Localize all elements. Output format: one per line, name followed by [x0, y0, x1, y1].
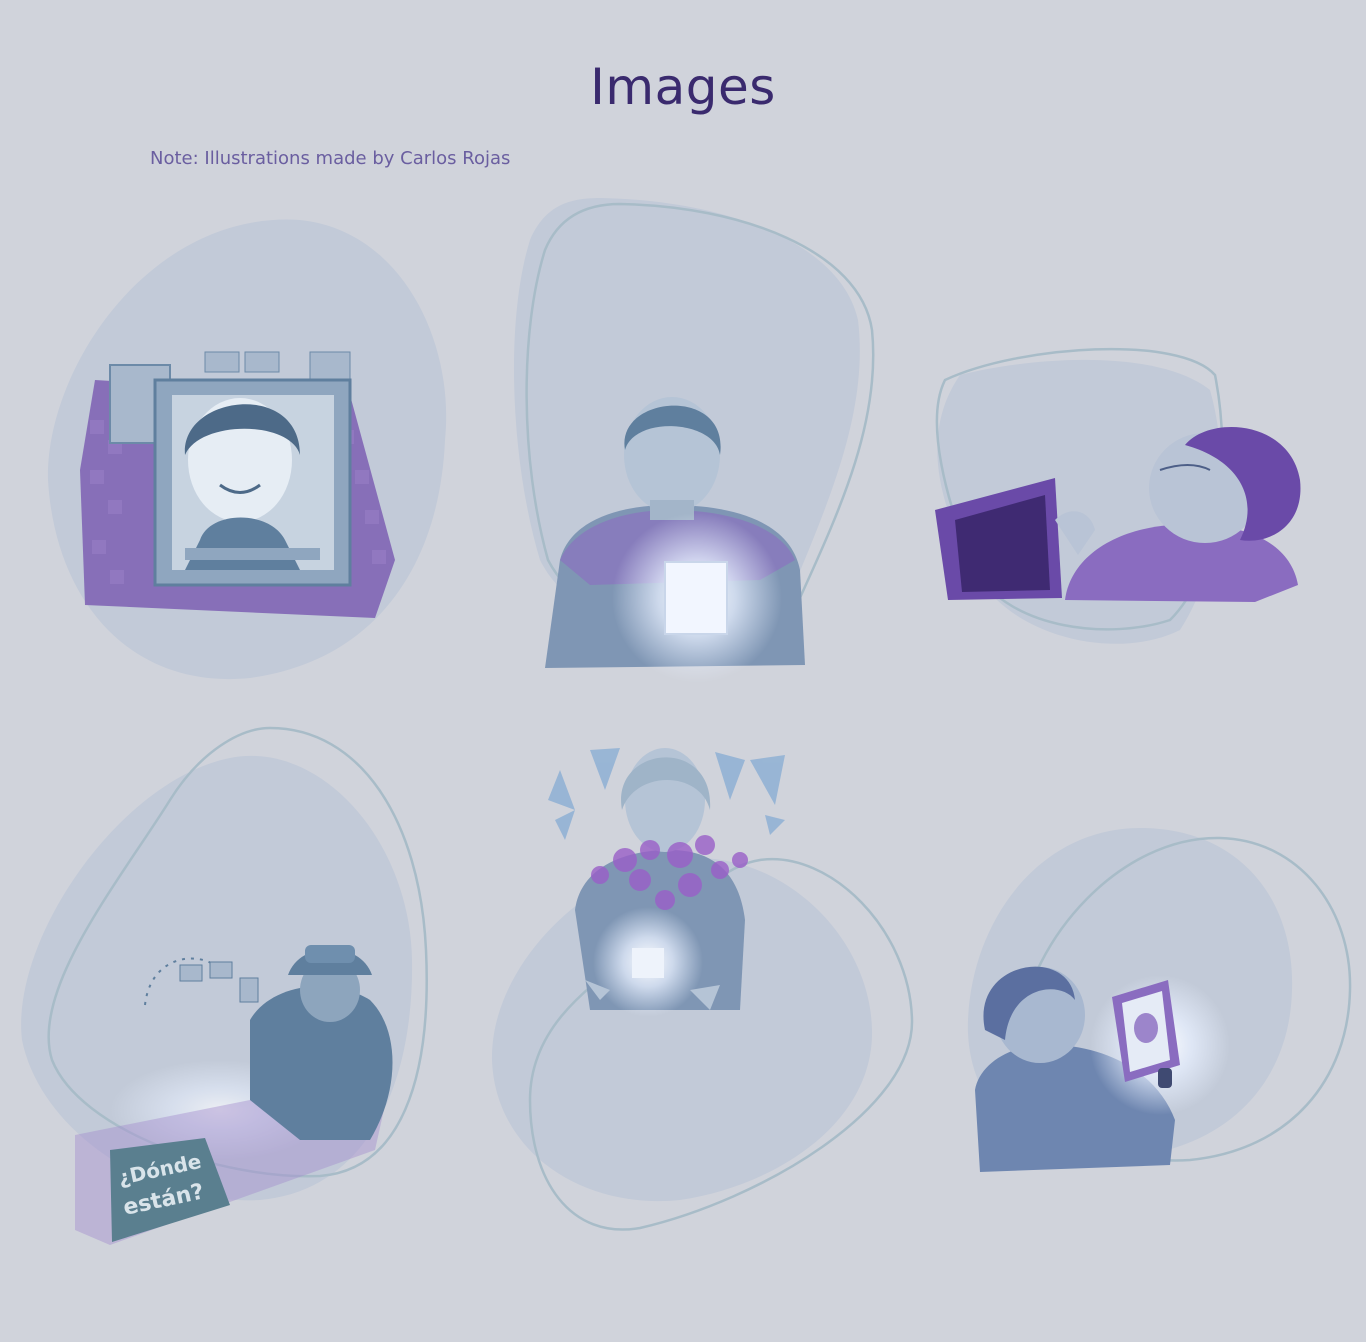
blob-outline [1017, 836, 1352, 1162]
elderly-woman-with-tablet-illustration [935, 427, 1301, 602]
gallery-image-memorial-portrait[interactable] [47, 219, 447, 680]
woman-with-flowers-illustration [548, 748, 785, 1017]
gallery-image-woman-with-glowing-photo[interactable] [513, 198, 875, 683]
woman-with-donde-estan-banner-illustration: ¿Dónde están? [75, 945, 393, 1245]
woman-with-glowing-photo-illustration [545, 397, 805, 683]
gallery-image-woman-with-banner[interactable]: ¿Dónde están? [21, 726, 428, 1245]
illustration-credit-note: Note: Illustrations made by Carlos Rojas [150, 148, 511, 169]
woman-holding-photo-illustration [975, 966, 1230, 1172]
gallery-image-elderly-woman-with-tablet[interactable] [935, 347, 1301, 644]
memorial-portrait-illustration [80, 351, 395, 618]
blob-outline [47, 726, 428, 1178]
gallery-image-woman-with-flowers[interactable] [491, 748, 914, 1231]
gallery-image-woman-holding-photo[interactable] [967, 828, 1352, 1172]
page-title: Images [590, 58, 776, 116]
